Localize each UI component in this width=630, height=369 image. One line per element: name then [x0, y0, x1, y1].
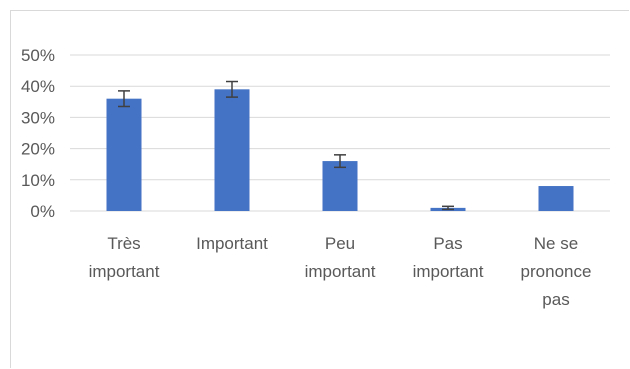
x-category-label: Ne se prononce pas	[521, 234, 592, 309]
error-bar	[118, 90, 130, 108]
y-tick-label: 40%	[21, 77, 55, 96]
error-bar	[226, 80, 238, 98]
y-tick-label: 0%	[30, 202, 55, 221]
x-category-label: Peu important	[305, 234, 376, 281]
bar	[538, 186, 574, 211]
y-tick-label: 10%	[21, 171, 55, 190]
x-category-label: Très important	[89, 234, 160, 281]
bar	[322, 161, 358, 211]
x-axis-category-labels: Très important Important Peu important Pas imp…	[89, 234, 592, 309]
error-bar	[334, 154, 346, 169]
bar	[106, 98, 142, 211]
bars	[106, 89, 574, 211]
y-tick-label: 30%	[21, 108, 55, 127]
y-tick-label: 50%	[21, 46, 55, 65]
y-tick-label: 20%	[21, 140, 55, 159]
x-category-label: Pas important	[413, 234, 484, 281]
error-bars	[118, 80, 454, 211]
x-category-label: Important	[196, 234, 268, 253]
bar	[214, 89, 250, 211]
chart-frame	[10, 10, 629, 368]
error-bar	[442, 205, 454, 211]
y-axis-tick-labels: 0% 10% 20% 30% 40% 50%	[21, 46, 55, 221]
